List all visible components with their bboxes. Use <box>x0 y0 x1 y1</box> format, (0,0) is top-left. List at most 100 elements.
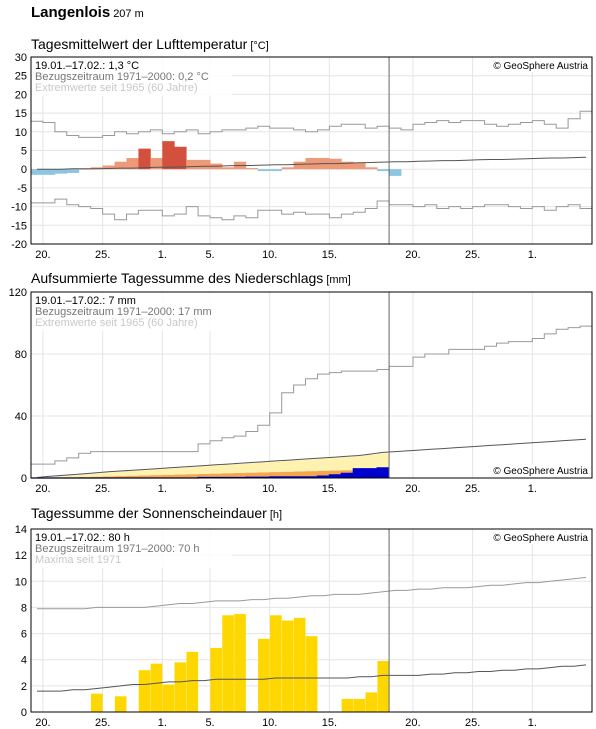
temperature-bar <box>389 169 402 176</box>
info-line-3: Extremwerte seit 1965 (60 Jahre) <box>35 317 198 329</box>
panel-title-text: Tagesmittelwert der Lufttemperatur <box>31 36 248 52</box>
temperature-bar <box>365 167 378 170</box>
temperature-bar <box>102 165 115 170</box>
y-tick-label: 25 <box>15 71 27 83</box>
temperature-bar <box>245 168 259 170</box>
temperature-bar <box>31 169 44 175</box>
plot-frame <box>30 528 593 713</box>
copyright-background <box>494 59 590 72</box>
plot-frame <box>30 291 593 479</box>
info-line-2: Bezugszeitraum 1971–2000: 0,2 °C <box>35 71 209 83</box>
x-tick-label: 25. <box>465 717 480 729</box>
sunshine-bar <box>234 613 246 712</box>
temperature-bar <box>293 161 306 170</box>
y-tick-label: 4 <box>21 655 27 667</box>
normal-mean-line <box>37 156 587 170</box>
normal-low-band <box>281 471 294 478</box>
normal-low-band <box>174 474 187 478</box>
y-tick-label: 80 <box>15 349 27 361</box>
temperature-bar <box>257 169 271 172</box>
y-tick-label: 8 <box>21 602 27 614</box>
panel-title-text: Aufsummierte Tagessumme des Niederschlag… <box>31 270 324 286</box>
sunshine-bar <box>258 638 270 712</box>
normal-low-band <box>138 475 151 478</box>
x-tick-label: 25. <box>465 483 480 495</box>
y-tick-label: 0 <box>21 473 27 485</box>
x-tick-label: 20. <box>405 249 420 261</box>
sunshine-bar <box>90 693 103 712</box>
temperature-bar <box>126 157 139 170</box>
sunshine-bar <box>186 651 199 712</box>
temperature-bar <box>114 161 127 170</box>
info-line-3: Extremwerte seit 1965 (60 Jahre) <box>35 82 198 94</box>
normal-low-band <box>90 476 104 478</box>
x-tick-label: 5. <box>205 483 214 495</box>
y-tick-label: 5 <box>21 146 27 158</box>
normal-low-band <box>221 473 235 478</box>
y-tick-label: 12 <box>15 550 27 562</box>
x-tick-label: 15. <box>322 249 337 261</box>
normal-low-band <box>198 473 211 478</box>
precipitation-bar <box>377 467 390 478</box>
temperature-bar <box>162 141 175 170</box>
sunshine-bar <box>365 692 378 712</box>
x-tick-label: 5. <box>205 717 214 729</box>
info-line-3: Maxima seit 1971 <box>35 554 121 566</box>
temperature-bar <box>186 159 199 170</box>
x-tick-label: 15. <box>322 717 337 729</box>
normal-mean-line <box>37 664 587 692</box>
info-line-1: 19.01.–17.02.: 1,3 °C <box>35 60 139 72</box>
x-tick-label: 10. <box>262 249 277 261</box>
temperature-bar <box>377 169 390 172</box>
panel-unit: [mm] <box>326 274 351 286</box>
temperature-panel-title: Tagesmittelwert der Lufttemperatur [°C] <box>31 36 269 52</box>
y-tick-label: 120 <box>9 287 27 299</box>
temperature-bar <box>269 169 283 172</box>
normal-low-band <box>329 470 342 478</box>
temperature-bar <box>54 169 68 174</box>
x-tick-label: 25. <box>95 483 110 495</box>
normal-low-band <box>245 472 259 478</box>
y-tick-label: -10 <box>11 202 27 214</box>
sunshine-bar <box>305 636 318 712</box>
normal-low-band <box>305 471 318 478</box>
normal-low-band <box>257 472 271 478</box>
temperature-bar <box>341 161 354 170</box>
normal-low-band <box>186 474 199 478</box>
normal-low-band <box>126 475 139 478</box>
copyright-label: © GeoSphere Austria <box>493 61 588 72</box>
y-tick-label: 40 <box>15 411 27 423</box>
normal-low-band <box>162 474 175 478</box>
precipitation-bar <box>341 473 354 478</box>
x-tick-label: 20. <box>35 717 50 729</box>
x-tick-label: 1. <box>158 249 167 261</box>
temperature-bar <box>174 146 187 170</box>
x-tick-label: 1. <box>528 249 537 261</box>
precipitation-bar <box>353 468 366 478</box>
info-line-2: Bezugszeitraum 1971–2000: 17 mm <box>35 306 212 318</box>
info-box-background <box>32 293 232 331</box>
normal-low-band <box>293 471 306 478</box>
normal-low-band <box>233 473 247 478</box>
temperature-bar <box>281 167 294 170</box>
y-tick-label: 0 <box>21 164 27 176</box>
normal-mean-line <box>36 438 587 478</box>
temperature-bar <box>78 169 92 170</box>
sunshine-bar <box>114 696 127 712</box>
sunshine-bar <box>281 620 294 712</box>
panel-title-text: Tagessumme der Sonnenscheindauer <box>31 505 267 521</box>
x-tick-label: 5. <box>205 249 214 261</box>
y-tick-label: -5 <box>17 183 27 195</box>
precipitation-bar <box>317 476 330 478</box>
info-line-1: 19.01.–17.02.: 80 h <box>35 532 130 544</box>
temperature-bar <box>42 169 56 175</box>
y-tick-label: 20 <box>15 89 27 101</box>
precipitation-panel-title: Aufsummierte Tagessumme des Niederschlag… <box>31 270 351 286</box>
x-tick-label: 20. <box>405 717 420 729</box>
x-tick-label: 20. <box>35 483 50 495</box>
station-name: Langenlois <box>31 4 111 21</box>
x-tick-label: 1. <box>528 483 537 495</box>
y-tick-label: 10 <box>15 576 27 588</box>
sunshine-bar <box>174 662 187 712</box>
y-tick-label: 14 <box>15 524 27 536</box>
